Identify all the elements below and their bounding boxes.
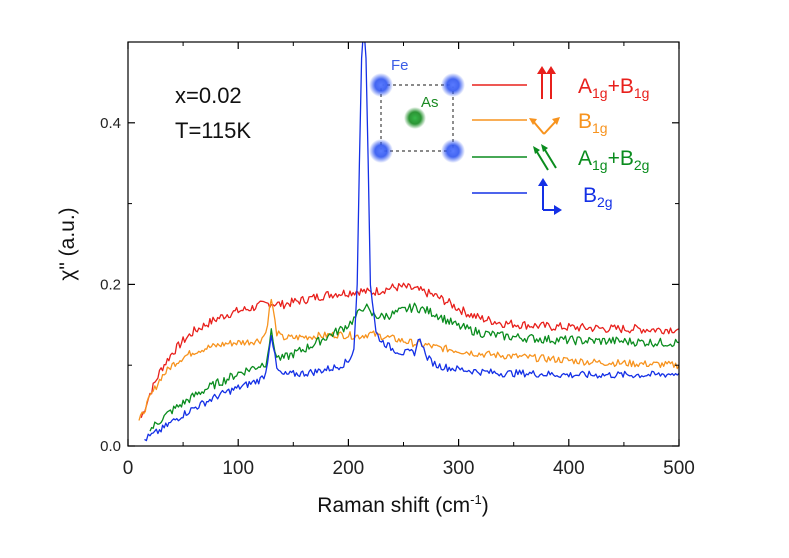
series-layer	[138, 42, 679, 442]
annotation-temperature: T=115K	[175, 118, 251, 143]
fe-atom	[369, 139, 393, 163]
fe-atom	[369, 73, 393, 97]
annotation-composition: x=0.02	[175, 83, 242, 108]
legend-item-a1g-b1g: A1g+B1g	[472, 66, 649, 101]
series-line-b1g	[138, 298, 679, 421]
series-line-b2g	[144, 42, 679, 442]
x-tick-label: 300	[443, 458, 475, 479]
polarization-crossed-icon	[529, 117, 560, 135]
x-tick-label: 400	[553, 458, 585, 479]
legend-label-b1g: B1g	[578, 110, 608, 136]
x-tick-label: 100	[222, 458, 254, 479]
legend-item-a1g-b2g: A1g+B2g	[472, 144, 649, 173]
x-tick-label: 500	[663, 458, 695, 479]
legend-label-a1g-b2g: A1g+B2g	[578, 147, 649, 173]
polarization-parallel-icon	[537, 66, 556, 99]
legend-label-a1g-b1g: A1g+B1g	[578, 75, 649, 101]
y-axis-title: χ" (a.u.)	[56, 207, 79, 280]
series-line-a1g-b1g	[140, 282, 679, 419]
y-tick-label: 0.2	[100, 276, 121, 293]
as-label: As	[421, 94, 439, 111]
legend: A1g+B1g B1g A1g+B2g	[472, 66, 649, 215]
legend-item-b1g: B1g	[472, 110, 608, 136]
crystal-inset: Fe As	[369, 57, 465, 163]
y-tick-label: 0.0	[100, 438, 121, 455]
x-axis-title: Raman shift (cm-1)	[317, 492, 488, 517]
axes-layer: 0 100 200 300 400 500 0.0 0.2 0.4	[100, 41, 695, 479]
legend-label-b2g: B2g	[583, 184, 613, 210]
x-tick-label: 200	[333, 458, 365, 479]
y-tick-label: 0.4	[100, 115, 121, 132]
polarization-diagonal-icon	[533, 144, 557, 171]
fe-label: Fe	[391, 57, 409, 74]
as-atom	[404, 107, 426, 129]
polarization-orthogonal-icon	[538, 178, 562, 215]
series-line-a1g-b2g	[149, 302, 679, 432]
legend-item-b2g: B2g	[472, 178, 613, 215]
fe-atom	[441, 73, 465, 97]
x-tick-label: 0	[123, 458, 134, 479]
unit-cell-outline	[380, 84, 454, 152]
fe-atom	[441, 139, 465, 163]
